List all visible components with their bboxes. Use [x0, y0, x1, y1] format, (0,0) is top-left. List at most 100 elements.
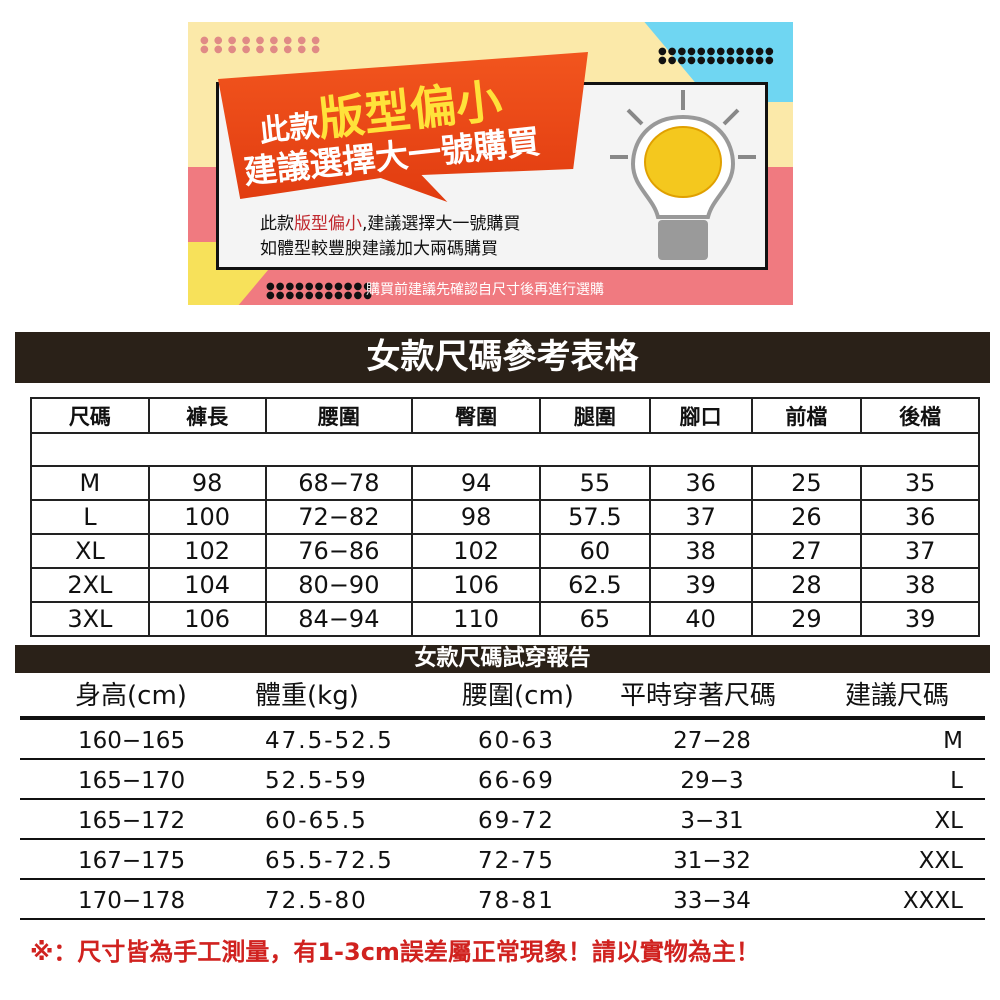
table-cell: 29−3: [680, 768, 744, 794]
table-cell: 26: [750, 499, 863, 535]
table-cell: 72.5-80: [265, 888, 368, 914]
table-cell: 68−78: [264, 465, 414, 501]
table-cell: 80−90: [264, 567, 414, 603]
table-cell: 25: [750, 465, 863, 501]
table-cell: 29: [750, 601, 863, 637]
size-chart-title: 女款尺碼參考表格: [15, 332, 990, 383]
table-cell: 102: [411, 533, 541, 569]
table-cell: 60: [538, 533, 651, 569]
table-cell: L: [30, 499, 150, 535]
table-header-row: 尺碼 褲長 腰圍 臀圍 腿圍 腳口 前檔 後檔: [30, 397, 980, 434]
fit-report-row: 160−165 47.5-52.5 60-63 27−28 M: [20, 720, 985, 760]
header-cell: 褲長: [147, 397, 267, 434]
table-cell: 3XL: [30, 601, 150, 637]
banner-footer: 購買前建議先確認自尺寸後再進行選購: [366, 282, 604, 298]
table-cell: M: [943, 728, 963, 754]
table-cell: 65: [538, 601, 651, 637]
table-cell: 37: [860, 533, 980, 569]
fit-report-row: 165−170 52.5-59 66-69 29−3 L: [20, 760, 985, 800]
header-divider: [20, 716, 985, 720]
header-cell: 身高(cm): [75, 681, 187, 711]
table-cell: XL: [30, 533, 150, 569]
table-cell: 98: [411, 499, 541, 535]
header-cell: 腰圍(cm): [462, 681, 574, 711]
table-cell: 36: [648, 465, 753, 501]
table-cell: 37: [648, 499, 753, 535]
table-cell: 3−31: [680, 808, 744, 834]
table-cell: 106: [147, 601, 267, 637]
table-cell: 170−178: [78, 888, 186, 914]
header-cell: 臀圍: [411, 397, 541, 434]
table-cell: 110: [411, 601, 541, 637]
table-cell: 106: [411, 567, 541, 603]
table-cell: 52.5-59: [265, 768, 368, 794]
table-cell: 39: [648, 567, 753, 603]
fit-report-row: 165−172 60-65.5 69-72 3−31 XL: [20, 800, 985, 840]
table-cell: 102: [147, 533, 267, 569]
lightbulb-brain-icon: [610, 90, 756, 260]
header-cell: 腰圍: [264, 397, 414, 434]
table-cell: 84−94: [264, 601, 414, 637]
table-cell: 69-72: [478, 808, 555, 834]
table-cell: 60-63: [478, 728, 555, 754]
table-cell: M: [30, 465, 150, 501]
table-cell: XXL: [918, 848, 963, 874]
table-cell: 165−170: [78, 768, 186, 794]
table-cell: 98: [147, 465, 267, 501]
table-cell: 27−28: [673, 728, 751, 754]
table-cell: 38: [860, 567, 980, 603]
table-cell: 72-75: [478, 848, 555, 874]
table-cell: XXXL: [902, 888, 963, 914]
table-cell: 39: [860, 601, 980, 637]
header-cell: 尺碼: [30, 397, 150, 434]
table-cell: 47.5-52.5: [265, 728, 394, 754]
table-cell: 57.5: [538, 499, 651, 535]
table-row: L 100 72−82 98 57.5 37 26 36: [30, 499, 980, 535]
table-cell: 40: [648, 601, 753, 637]
table-cell: 94: [411, 465, 541, 501]
promo-banner: ● ● ● ● ● ● ● ● ● ● ● ● ● ● ● ● ● ● ●●●●●…: [188, 22, 793, 305]
table-cell: 31−32: [673, 848, 751, 874]
dots-decoration: ●●●●●●●●●●●● ●●●●●●●●●●●●: [658, 46, 775, 66]
fit-report-header: 身高(cm) 體重(kg) 腰圍(cm) 平時穿著尺碼 建議尺碼: [0, 675, 1000, 715]
table-cell: 2XL: [30, 567, 150, 603]
fit-report-row: 167−175 65.5-72.5 72-75 31−32 XXL: [20, 840, 985, 880]
table-row: 3XL 106 84−94 110 65 40 29 39: [30, 601, 980, 637]
table-cell: 165−172: [78, 808, 186, 834]
table-cell: 65.5-72.5: [265, 848, 394, 874]
table-cell: 62.5: [538, 567, 651, 603]
dots-decoration: ●●●●●●●●●●● ●●●●●●●●●●●: [266, 281, 373, 301]
table-cell: 28: [750, 567, 863, 603]
measurement-note: ※：尺寸皆為手工測量，有1-3cm誤差屬正常現象！請以實物為主！: [30, 938, 760, 966]
fit-report-row: 170−178 72.5-80 78-81 33−34 XXXL: [20, 880, 985, 920]
header-cell: 腿圍: [538, 397, 651, 434]
table-cell: 55: [538, 465, 651, 501]
table-cell: 160−165: [78, 728, 186, 754]
table-cell: 60-65.5: [265, 808, 368, 834]
header-cell: 體重(kg): [255, 681, 359, 711]
table-cell: 100: [147, 499, 267, 535]
header-cell: 後檔: [860, 397, 980, 434]
fit-report-title: 女款尺碼試穿報告: [15, 645, 990, 673]
table-cell: 78-81: [478, 888, 555, 914]
table-cell: XL: [934, 808, 963, 834]
table-cell: 33−34: [673, 888, 751, 914]
table-cell: 38: [648, 533, 753, 569]
spacer-row: [30, 432, 980, 467]
table-row: M 98 68−78 94 55 36 25 35: [30, 465, 980, 501]
header-cell: 腳口: [648, 397, 753, 434]
header-cell: 建議尺碼: [845, 681, 950, 711]
table-cell: 27: [750, 533, 863, 569]
table-cell: 35: [860, 465, 980, 501]
size-chart-table: 尺碼 褲長 腰圍 臀圍 腿圍 腳口 前檔 後檔 M 98 68−78 94 55 36 25 35 L 100 7…: [30, 397, 980, 637]
dots-decoration: ● ● ● ● ● ● ● ● ● ● ● ● ● ● ● ● ● ●: [200, 35, 321, 55]
header-cell: 前檔: [750, 397, 863, 434]
header-cell: 平時穿著尺碼: [620, 681, 777, 711]
table-row: XL 102 76−86 102 60 38 27 37: [30, 533, 980, 569]
table-cell: L: [950, 768, 963, 794]
table-cell: 104: [147, 567, 267, 603]
banner-message: 此款版型偏小,建議選擇大一號購買 如體型較豐腴建議加大兩碼購買: [260, 214, 521, 259]
table-cell: 66-69: [478, 768, 555, 794]
table-cell: 36: [860, 499, 980, 535]
table-cell: 72−82: [264, 499, 414, 535]
